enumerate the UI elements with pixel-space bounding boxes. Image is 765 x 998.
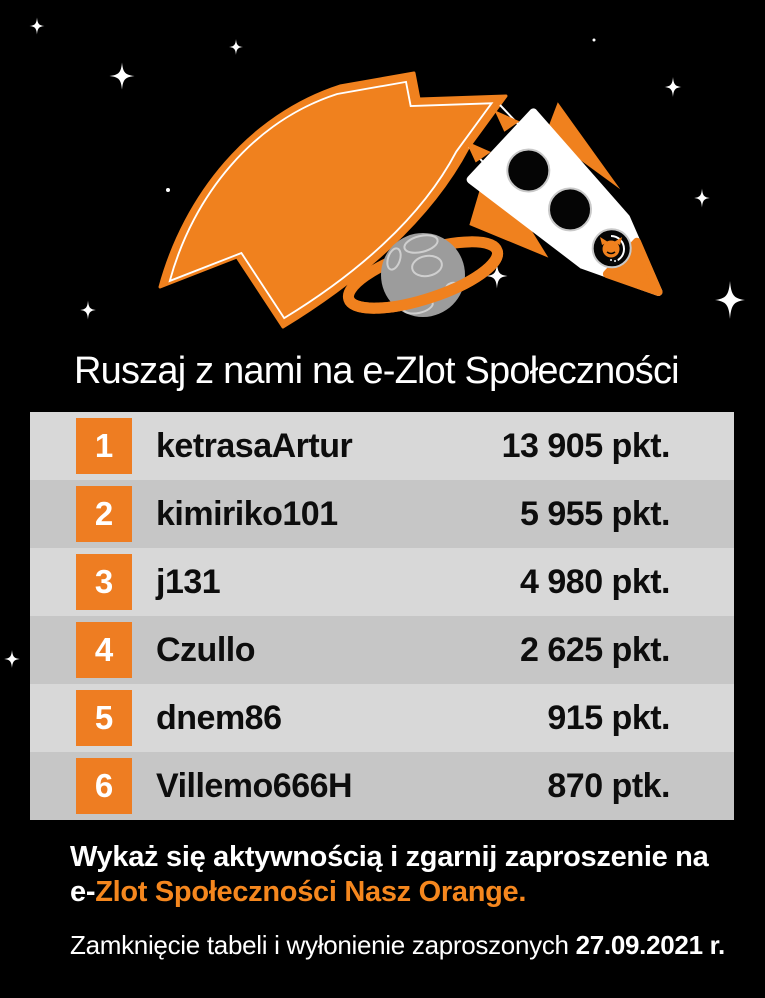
table-row: 5 dnem86 915 pkt. [30,684,734,752]
rank-badge: 4 [76,622,132,678]
footer-claim-highlight: Zlot Społeczności Nasz Orange. [95,876,527,908]
leaderboard-table: 1 ketrasaArtur 13 905 pkt. 2 kimiriko101… [30,412,734,820]
arrow-swoosh-icon [158,71,508,329]
footer-closing-text: Zamknięcie tabeli i wyłonienie zaproszon… [70,930,576,960]
player-name: Villemo666H [156,766,353,805]
rank-badge: 2 [76,486,132,542]
player-points: 870 ptk. [547,766,670,805]
table-row: 4 Czullo 2 625 pkt. [30,616,734,684]
player-name: kimiriko101 [156,494,338,533]
rocket-icon [465,102,663,296]
player-name: ketrasaArtur [156,426,353,465]
player-name: j131 [156,562,221,601]
rank-badge: 3 [76,554,132,610]
rank-badge: 5 [76,690,132,746]
footer-claim: Wykaż się aktywnością i zgarnij zaprosze… [70,840,730,910]
table-row: 1 ketrasaArtur 13 905 pkt. [30,412,734,480]
player-points: 4 980 pkt. [520,562,670,601]
player-name: dnem86 [156,698,282,737]
player-points: 2 625 pkt. [520,630,670,669]
footer-closing: Zamknięcie tabeli i wyłonienie zaproszon… [70,930,750,961]
footer-claim-prefix: e- [70,876,96,908]
player-points: 13 905 pkt. [501,426,671,465]
footer-closing-date: 27.09.2021 r. [575,930,726,960]
player-points: 915 pkt. [547,698,670,737]
table-row: 6 Villemo666H 870 ptk. [30,752,734,820]
table-row: 3 j131 4 980 pkt. [30,548,734,616]
rank-badge: 6 [76,758,132,814]
player-points: 5 955 pkt. [520,494,670,533]
cat-astronaut-icon [591,228,632,269]
sparkle-star-icon [4,17,745,668]
page-title: Ruszaj z nami na e-Zlot Społeczności [74,350,680,392]
ringed-planet-icon [342,233,504,317]
player-name: Czullo [156,630,255,669]
rank-badge: 1 [76,418,132,474]
footer-claim-line1: Wykaż się aktywnością i zgarnij zaprosze… [70,841,709,873]
table-row: 2 kimiriko101 5 955 pkt. [30,480,734,548]
